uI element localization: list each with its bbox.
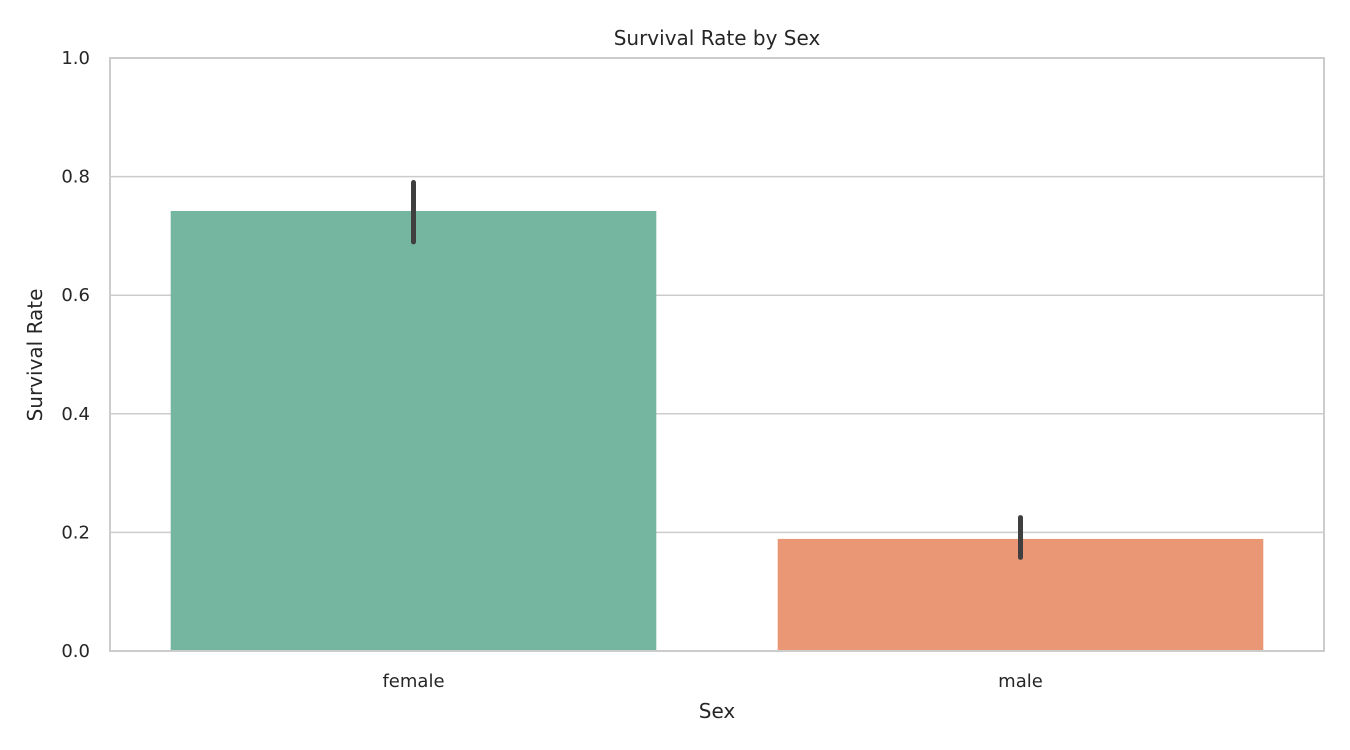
y-axis-label: Survival Rate: [23, 289, 47, 422]
y-axis-ticks: 0.0 0.2 0.4 0.6 0.8 1.0: [61, 48, 90, 662]
y-tick-label: 0.2: [61, 522, 90, 543]
bars: [170, 210, 1264, 651]
y-tick-label: 0.4: [61, 404, 90, 425]
y-tick-label: 1.0: [61, 48, 90, 69]
y-tick-label: 0.6: [61, 285, 90, 306]
chart-title: Survival Rate by Sex: [614, 26, 821, 50]
x-axis-ticks: female male: [382, 671, 1042, 692]
x-axis-label: Sex: [699, 699, 736, 723]
x-tick-label: female: [382, 671, 444, 692]
y-tick-label: 0.0: [61, 641, 90, 662]
y-tick-label: 0.8: [61, 167, 90, 188]
plot-frame: [109, 57, 1325, 652]
bar-female: [170, 210, 657, 651]
x-tick-label: male: [998, 671, 1043, 692]
error-bars: [411, 180, 1023, 560]
